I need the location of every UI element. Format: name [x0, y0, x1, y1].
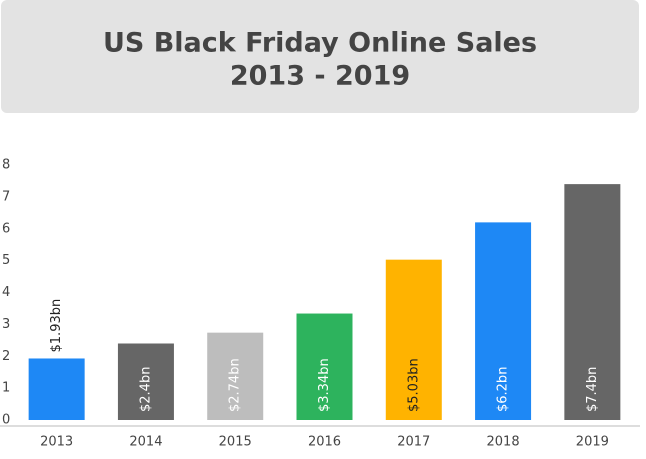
bar — [296, 313, 353, 420]
bar — [207, 332, 264, 420]
y-tick-label: 3 — [2, 317, 10, 332]
bar — [117, 343, 174, 420]
value-label: $1.93bn — [49, 299, 64, 353]
chart-title: US Black Friday Online Sales — [103, 28, 537, 59]
x-tick-label: 2019 — [576, 435, 609, 450]
x-tick-label: 2015 — [219, 435, 252, 450]
bar — [475, 222, 532, 420]
value-label: $5.03bn — [406, 358, 421, 412]
y-tick-label: 8 — [2, 158, 10, 173]
title-box — [1, 0, 639, 113]
y-tick-label: 4 — [2, 285, 10, 300]
value-label: $2.74bn — [228, 358, 243, 412]
chart-title: 2013 - 2019 — [230, 61, 410, 92]
x-tick-label: 2013 — [40, 435, 73, 450]
x-tick-label: 2016 — [308, 435, 341, 450]
x-tick-label: 2018 — [487, 435, 520, 450]
x-tick-label: 2014 — [129, 435, 162, 450]
value-label: $6.2bn — [496, 367, 511, 412]
value-label: $7.4bn — [585, 367, 600, 412]
y-tick-label: 0 — [2, 413, 10, 428]
y-tick-label: 7 — [2, 189, 10, 204]
y-tick-label: 5 — [2, 253, 10, 268]
value-label: $3.34bn — [317, 358, 332, 412]
y-tick-label: 2 — [2, 349, 10, 364]
bar — [564, 184, 621, 420]
bar — [28, 358, 85, 420]
y-tick-label: 1 — [2, 381, 10, 396]
bar — [385, 259, 442, 420]
y-tick-label: 6 — [2, 221, 10, 236]
value-label: $2.4bn — [138, 367, 153, 412]
x-tick-label: 2017 — [397, 435, 430, 450]
